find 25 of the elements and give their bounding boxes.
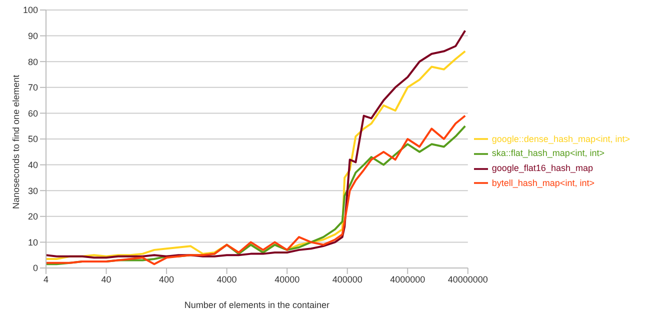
- y-tick-label: 0: [32, 263, 38, 274]
- y-tick-label: 60: [28, 108, 38, 118]
- legend-label: google_flat16_hash_map: [492, 163, 593, 173]
- y-tick-label: 100: [22, 5, 38, 16]
- y-tick-label: 40: [28, 160, 38, 170]
- legend-label: google::dense_hash_map<int, int>: [492, 134, 630, 144]
- x-tick-label: 4: [43, 274, 49, 284]
- x-tick-label: 4000: [216, 274, 237, 284]
- x-tick-label: 400: [159, 274, 174, 284]
- y-tick-label: 30: [28, 186, 38, 196]
- y-tick-label: 90: [28, 30, 38, 41]
- legend-label: bytell_hash_map<int, int>: [492, 178, 594, 188]
- y-tick-label: 70: [28, 82, 38, 93]
- x-tick-label: 400000: [332, 274, 362, 284]
- y-tick-label: 80: [28, 56, 38, 67]
- x-axis-title: Number of elements in the container: [184, 300, 330, 310]
- x-tick-label: 40000: [274, 274, 300, 284]
- y-tick-label: 50: [28, 134, 38, 144]
- x-tick-label: 40: [101, 274, 112, 284]
- y-axis-title: Nanoseconds to find one element: [11, 74, 22, 209]
- x-tick-label: 40000000: [448, 274, 488, 284]
- legend-label: ska::flat_hash_map<int, int>: [492, 148, 604, 158]
- y-tick-label: 10: [28, 237, 38, 248]
- y-tick-label: 20: [28, 212, 38, 222]
- x-tick-label: 4000000: [390, 274, 426, 284]
